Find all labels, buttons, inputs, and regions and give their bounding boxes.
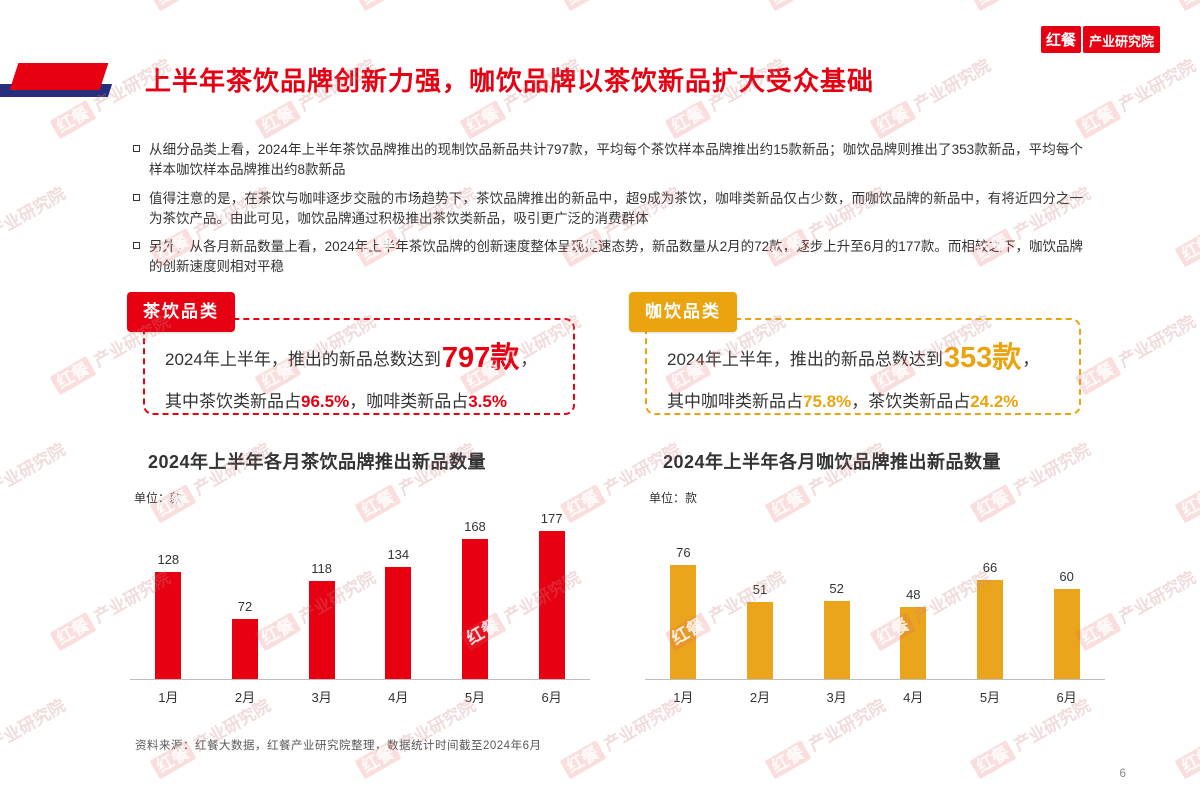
- tea-chart-unit-label: 单位：款: [134, 491, 183, 505]
- tea-summary-sep: ，: [520, 350, 538, 369]
- tea-monthly-chart: 2024年上半年各月茶饮品牌推出新品数量 单位：款 128 72 118 134 168…: [130, 448, 590, 706]
- bar-group: 76: [651, 545, 715, 679]
- bar-value-label: 128: [157, 552, 180, 567]
- tea-category-badge: 茶饮品类: [127, 292, 235, 332]
- hongcan-logo: 红餐 产业研究院: [1040, 26, 1160, 53]
- tea-detail-2: ，咖啡类新品占: [349, 391, 469, 411]
- bar-group: 118: [290, 561, 354, 679]
- bullet-text: 值得注意的是，在茶饮与咖啡逐步交融的市场趋势下，茶饮品牌推出的新品中，超9成为茶…: [149, 190, 1083, 226]
- x-axis-label: 5月: [979, 690, 1001, 705]
- bar-value-label: 72: [237, 599, 253, 614]
- bar: [155, 572, 182, 679]
- bar-group: 48: [881, 587, 945, 679]
- bullet-square-icon: [133, 242, 140, 249]
- coffee-chart-plot: 76 51 52 48 66 60: [645, 508, 1105, 680]
- tea-summary-box: 茶饮品类 2024年上半年，推出的新品总数达到797款， 其中茶饮类新品占96.…: [127, 292, 575, 417]
- bullet-text: 从细分品类上看，2024年上半年茶饮品牌推出的现制饮品新品共计797款，平均每个…: [149, 142, 1083, 178]
- logo-suffix-text: 产业研究院: [1082, 26, 1160, 53]
- x-axis-label: 6月: [1056, 690, 1077, 705]
- coffee-chart-x-axis: 1月 2月 3月 4月 5月 6月: [645, 687, 1105, 706]
- bar: [538, 531, 565, 679]
- bar-group: 60: [1035, 569, 1099, 679]
- bar: [308, 581, 335, 679]
- page-title: 上半年茶饮品牌创新力强，咖饮品牌以茶饮新品扩大受众基础: [145, 66, 875, 96]
- bar-group: 168: [443, 519, 507, 679]
- tea-share-pct: 96.5%: [301, 391, 350, 411]
- bar: [746, 602, 773, 679]
- bar-group: 52: [805, 581, 869, 679]
- x-axis-label: 3月: [311, 690, 332, 705]
- bar-value-label: 118: [311, 561, 332, 576]
- page-number: 6: [1119, 766, 1126, 780]
- coffee-detail-2: ，茶饮类新品占: [851, 391, 971, 411]
- bar-value-label: 66: [982, 560, 998, 575]
- bar-value-label: 52: [829, 581, 844, 596]
- coffee-share-pct-in-tea: 3.5%: [468, 391, 507, 411]
- bar: [976, 580, 1003, 679]
- data-source-note: 资料来源：红餐大数据，红餐产业研究院整理，数据统计时间截至2024年6月: [135, 740, 542, 752]
- bar: [900, 607, 927, 679]
- bullet-item-3: 另外，从各月新品数量上看，2024年上半年茶饮品牌的创新速度整体呈现提速态势，新…: [133, 237, 1083, 278]
- tea-share-pct-in-coffee: 24.2%: [970, 391, 1019, 411]
- bar: [461, 539, 488, 679]
- coffee-summary-prefix: 2024年上半年，推出的新品总数达到: [667, 350, 943, 369]
- coffee-summary-sep: ，: [1022, 350, 1040, 369]
- tea-chart-title: 2024年上半年各月茶饮品牌推出新品数量: [148, 452, 487, 472]
- bar-group: 177: [520, 511, 584, 679]
- bar-value-label: 76: [676, 545, 691, 560]
- coffee-chart-unit-label: 单位：款: [649, 491, 698, 505]
- x-axis-label: 1月: [673, 690, 694, 705]
- tea-summary-prefix: 2024年上半年，推出的新品总数达到: [165, 350, 441, 369]
- coffee-detail-1: 其中咖啡类新品占: [667, 391, 803, 411]
- bar: [231, 619, 258, 679]
- coffee-total-value: 353款: [943, 342, 1022, 374]
- tea-chart-x-axis: 1月 2月 3月 4月 5月 6月: [130, 687, 590, 706]
- bar-value-label: 48: [906, 587, 921, 602]
- coffee-category-badge: 咖饮品类: [629, 292, 737, 332]
- bar-value-label: 177: [540, 511, 563, 526]
- bullet-square-icon: [133, 145, 140, 152]
- bar-group: 128: [136, 552, 200, 679]
- bar-value-label: 60: [1059, 569, 1074, 584]
- x-axis-label: 2月: [234, 690, 256, 705]
- x-axis-label: 1月: [158, 690, 179, 705]
- bar-value-label: 134: [387, 547, 410, 562]
- tea-summary-text: 2024年上半年，推出的新品总数达到797款， 其中茶饮类新品占96.5%，咖啡…: [165, 331, 555, 417]
- x-axis-label: 3月: [826, 690, 847, 705]
- bar-group: 72: [213, 599, 277, 679]
- bar-group: 134: [366, 547, 430, 679]
- x-axis-label: 5月: [464, 690, 486, 705]
- bullet-text: 另外，从各月新品数量上看，2024年上半年茶饮品牌的创新速度整体呈现提速态势，新…: [149, 239, 1083, 275]
- coffee-share-pct: 75.8%: [803, 391, 852, 411]
- x-axis-label: 6月: [541, 690, 562, 705]
- tea-detail-1: 其中茶饮类新品占: [165, 391, 301, 411]
- bar-value-label: 168: [464, 519, 486, 534]
- x-axis-label: 4月: [388, 690, 409, 705]
- tea-chart-plot: 128 72 118 134 168 177: [130, 508, 590, 680]
- x-axis-label: 4月: [903, 690, 924, 705]
- bar: [670, 565, 697, 679]
- x-axis-label: 2月: [749, 690, 771, 705]
- coffee-chart-title: 2024年上半年各月咖饮品牌推出新品数量: [663, 452, 1002, 472]
- title-accent-red-flag: [9, 63, 109, 90]
- bar: [1053, 589, 1080, 679]
- bar: [385, 567, 412, 679]
- coffee-summary-text: 2024年上半年，推出的新品总数达到353款， 其中咖啡类新品占75.8%，茶饮…: [667, 331, 1061, 417]
- bullet-item-2: 值得注意的是，在茶饮与咖啡逐步交融的市场趋势下，茶饮品牌推出的新品中，超9成为茶…: [133, 189, 1083, 230]
- tea-total-value: 797款: [441, 342, 520, 374]
- coffee-monthly-chart: 2024年上半年各月咖饮品牌推出新品数量 单位：款 76 51 52 48 66 60 1…: [645, 448, 1105, 706]
- coffee-summary-box: 咖饮品类 2024年上半年，推出的新品总数达到353款， 其中咖啡类新品占75.…: [629, 292, 1081, 417]
- bar-value-label: 51: [752, 582, 768, 597]
- bar-group: 66: [958, 560, 1022, 679]
- bullet-item-1: 从细分品类上看，2024年上半年茶饮品牌推出的现制饮品新品共计797款，平均每个…: [133, 140, 1083, 181]
- bar-group: 51: [728, 582, 792, 679]
- bullet-square-icon: [133, 193, 140, 201]
- bar: [823, 601, 850, 679]
- summary-bullet-list: 从细分品类上看，2024年上半年茶饮品牌推出的现制饮品新品共计797款，平均每个…: [133, 140, 1083, 286]
- logo-brand-mark: 红餐: [1040, 26, 1081, 53]
